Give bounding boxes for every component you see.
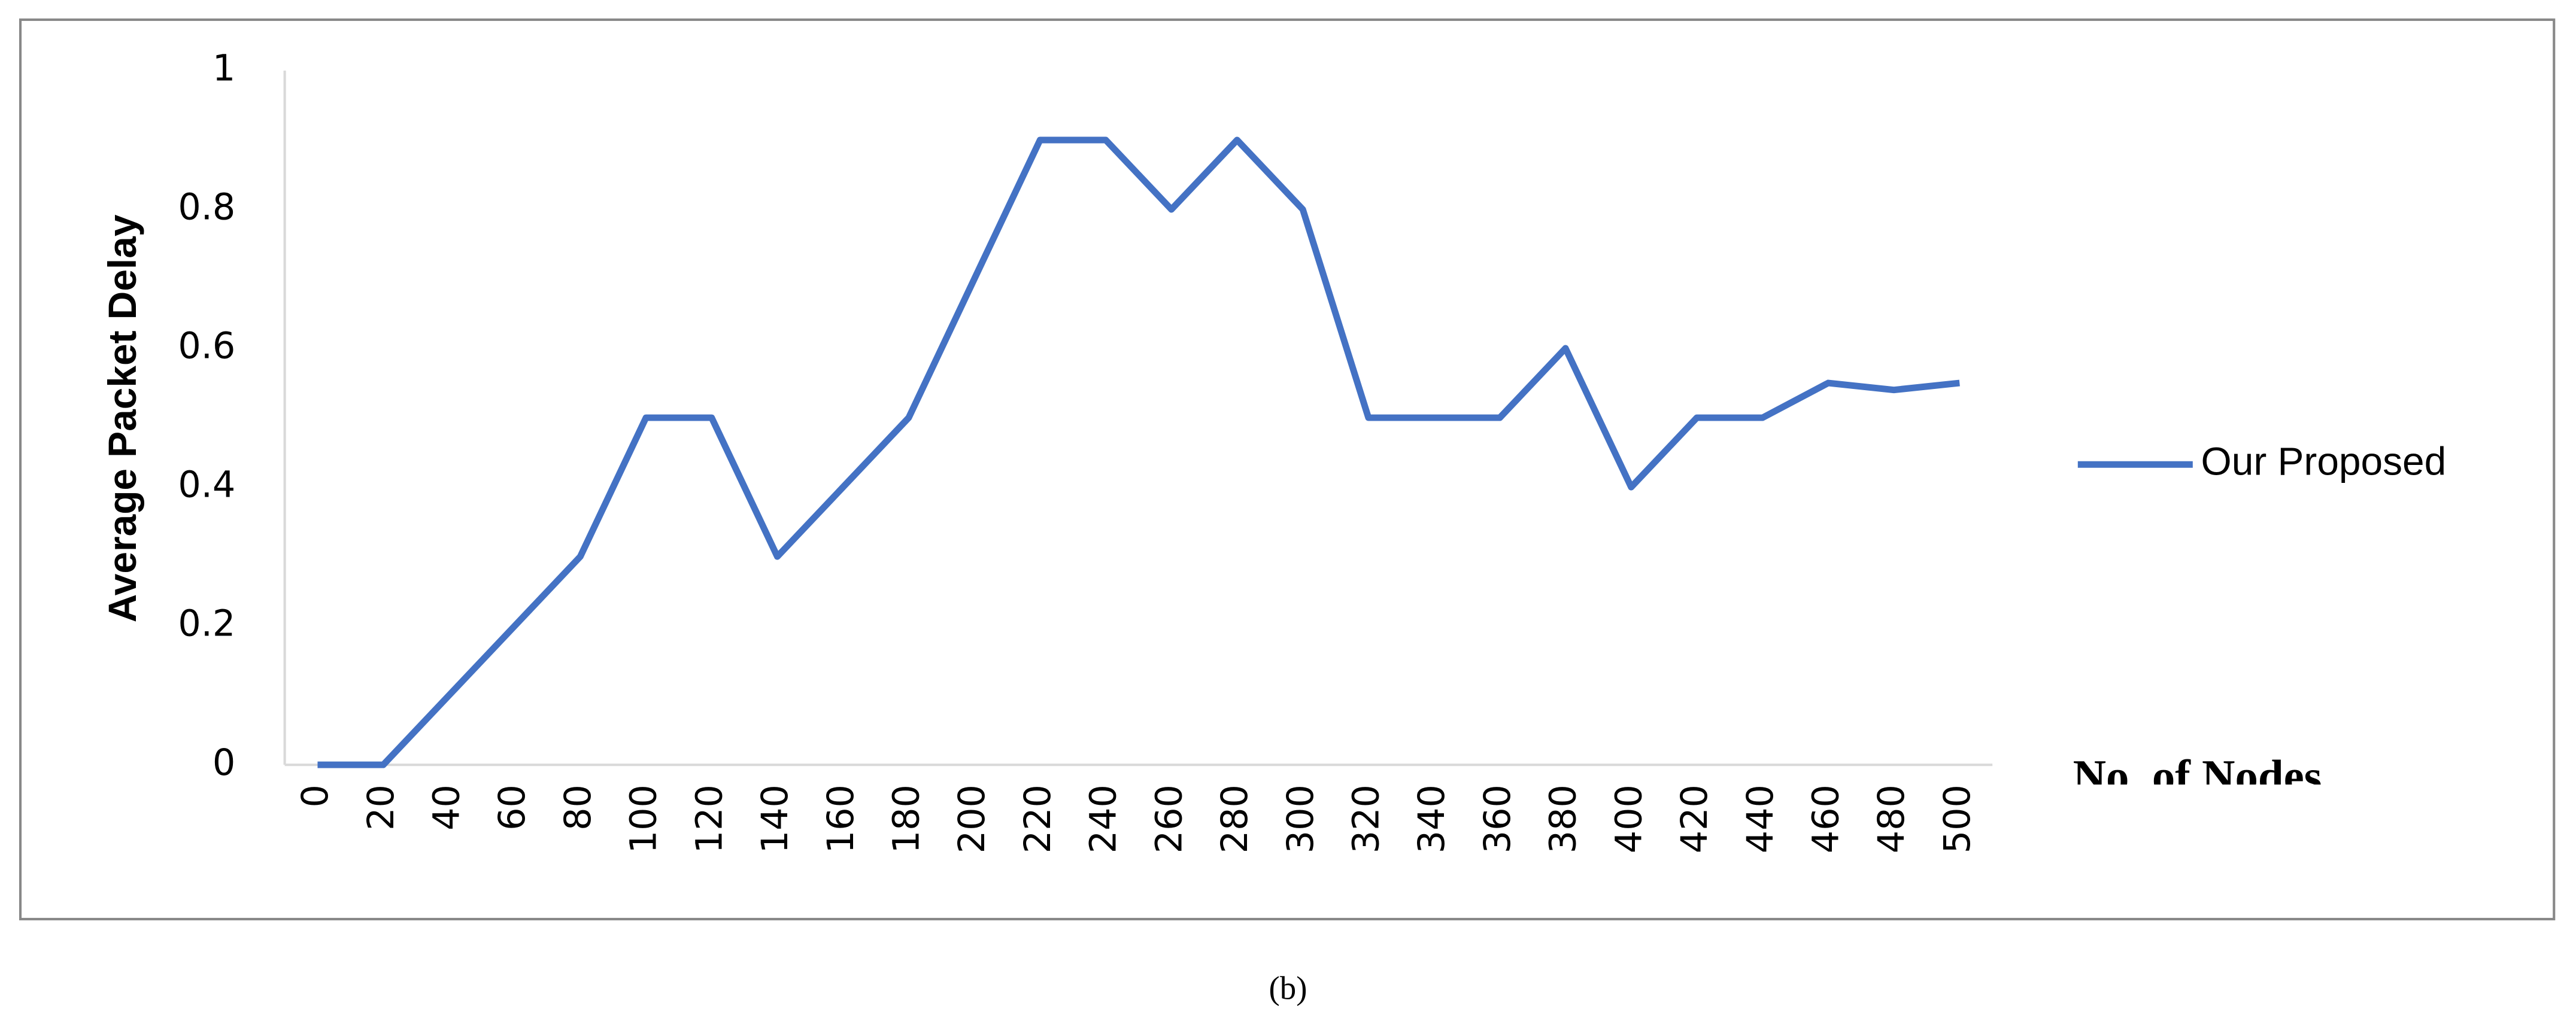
x-tick-label: 220 [1017, 784, 1059, 853]
y-tick-label: 1 [213, 48, 235, 90]
x-tick-label: 280 [1214, 784, 1256, 853]
y-tick-label: 0 [213, 742, 235, 784]
x-tick-label: 80 [557, 784, 599, 831]
x-tick-label: 500 [1937, 784, 1979, 853]
x-tick-label: 0 [295, 784, 336, 807]
x-tick-label: 300 [1280, 784, 1322, 853]
y-tick-label: 0.8 [178, 187, 235, 229]
x-tick-label: 260 [1148, 784, 1190, 853]
x-tick-label: 40 [426, 784, 468, 831]
y-tick-label: 0.6 [178, 326, 235, 367]
x-tick-label: 440 [1740, 784, 1782, 853]
x-tick-label: 160 [820, 784, 862, 853]
legend-label: Our Proposed [2201, 439, 2447, 483]
x-tick-label: 140 [754, 784, 796, 853]
x-tick-label: 420 [1674, 784, 1716, 853]
x-tick-label: 380 [1543, 784, 1585, 853]
x-tick-label: 400 [1608, 784, 1650, 853]
line-series [317, 136, 1960, 768]
x-tick-label: 20 [360, 784, 402, 831]
x-tick-label: 60 [491, 784, 533, 831]
x-tick-label: 320 [1345, 784, 1387, 853]
x-tick-label: 480 [1871, 784, 1913, 853]
y-tick-label: 0.2 [178, 603, 235, 645]
x-tick-label: 100 [623, 784, 665, 853]
x-tick-label: 460 [1805, 784, 1847, 853]
caption: (b) [1269, 969, 1307, 1006]
x-tick-label: 180 [885, 784, 927, 853]
x-tick-label: 240 [1083, 784, 1125, 853]
x-tick-label: 120 [688, 784, 730, 853]
y-tick-label: 0.4 [178, 464, 235, 506]
x-tick-label: 200 [951, 784, 993, 853]
y-axis-title: Average Packet Delay [100, 214, 144, 622]
x-tick-label: 340 [1411, 784, 1453, 853]
chart-frame [19, 18, 2556, 921]
x-tick-label: 360 [1477, 784, 1519, 853]
x-axis-title: No. of Nodes [2073, 751, 2322, 802]
